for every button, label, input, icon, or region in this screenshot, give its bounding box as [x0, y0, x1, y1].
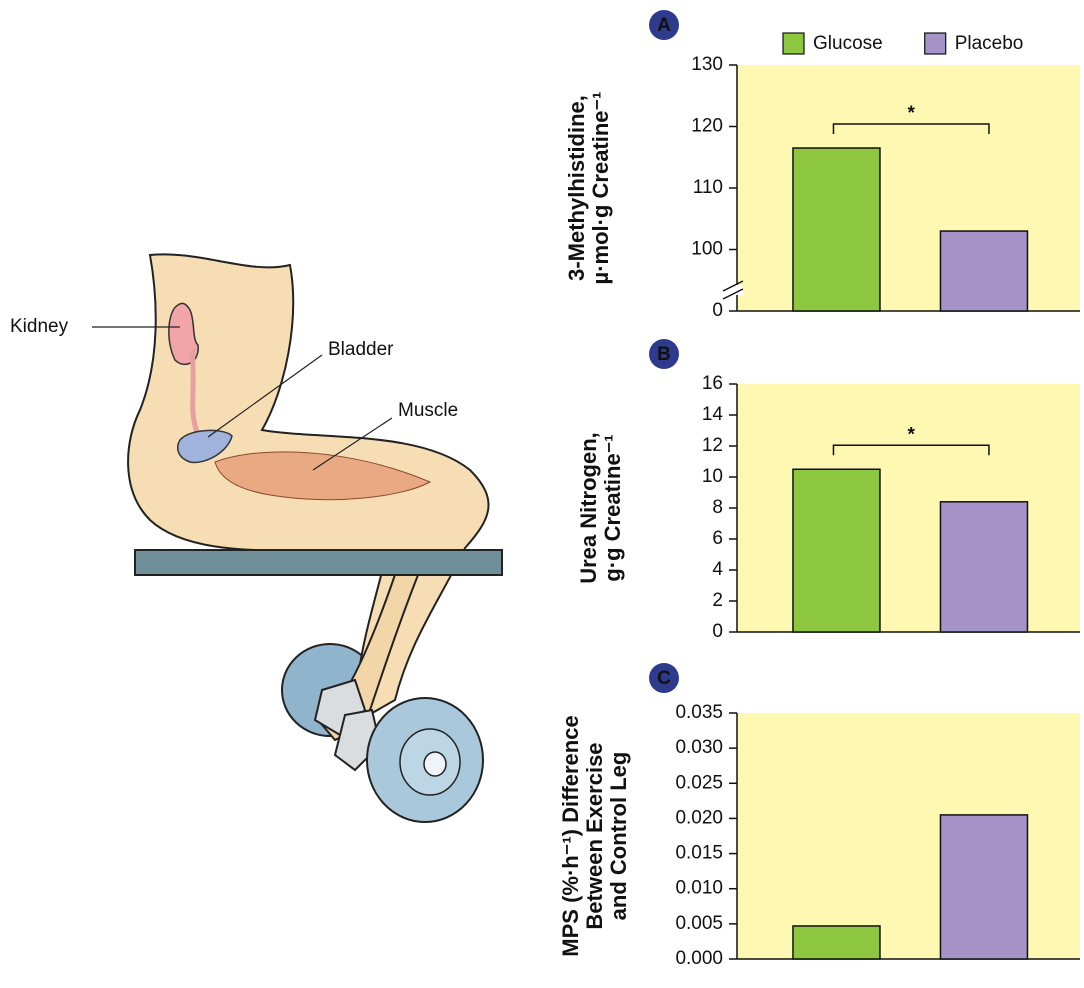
y-axis-label: MPS (%·h⁻¹) Difference — [558, 715, 583, 956]
bladder — [177, 429, 233, 464]
bar — [792, 147, 881, 312]
axis-break-gap — [723, 285, 743, 295]
y-tick-label: 0.030 — [675, 737, 723, 758]
legend-swatch — [924, 32, 947, 55]
ureter — [189, 349, 201, 436]
significance-marker: * — [908, 424, 916, 445]
y-tick-label: 10 — [702, 466, 723, 487]
bar — [792, 468, 881, 633]
y-tick-label: 0.005 — [675, 913, 723, 934]
significance-bracket — [832, 444, 990, 456]
panel-badge — [649, 339, 679, 369]
legend-label: Glucose — [813, 33, 883, 54]
kidney — [168, 302, 199, 366]
panel-letter: A — [657, 15, 671, 36]
y-tick-label: 12 — [702, 435, 723, 456]
bar — [792, 925, 881, 960]
y-tick-label: 0 — [712, 300, 723, 321]
panel-badge — [649, 663, 679, 693]
y-tick-label: 8 — [712, 497, 723, 518]
panel-letter: B — [657, 344, 671, 365]
y-tick-label: 0.025 — [675, 772, 723, 793]
y-tick-label: 2 — [712, 590, 723, 611]
callout-line — [207, 354, 323, 438]
y-tick-label: 0.000 — [675, 948, 723, 969]
y-tick-label: 130 — [691, 54, 723, 75]
y-tick-label: 16 — [702, 373, 723, 394]
illustration: Kidney Bladder Muscle — [10, 253, 503, 823]
y-tick-label: 6 — [712, 528, 723, 549]
significance-marker: * — [908, 103, 916, 124]
y-axis-label: 3-Methylhistidine, — [564, 95, 589, 281]
muscle — [214, 451, 432, 501]
y-tick-label: 110 — [693, 177, 723, 198]
callout-line — [312, 417, 393, 471]
plot-area — [737, 384, 1080, 632]
y-tick-label: 14 — [702, 404, 724, 425]
y-tick-label: 0.020 — [675, 807, 723, 828]
y-tick-label: 0 — [712, 621, 723, 642]
dumbbell-bar — [423, 751, 447, 777]
y-axis-label: g·g Creatine⁻¹ — [600, 434, 625, 581]
y-tick-label: 100 — [691, 239, 723, 260]
y-tick-label: 0.035 — [675, 702, 723, 723]
label-kidney: Kidney — [10, 316, 69, 337]
legend-swatch — [782, 32, 805, 55]
bar — [939, 814, 1029, 960]
plot-area — [737, 713, 1080, 959]
bar — [939, 230, 1029, 312]
axis-break — [722, 288, 744, 300]
y-tick-label: 0.010 — [675, 878, 723, 899]
legend-label: Placebo — [955, 33, 1024, 54]
panel-letter: C — [657, 668, 671, 689]
panel-badge — [649, 10, 679, 40]
y-tick-label: 4 — [712, 559, 723, 580]
label-muscle: Muscle — [398, 400, 458, 421]
y-axis-label: and Control Leg — [606, 752, 631, 921]
bench — [134, 549, 503, 576]
label-bladder: Bladder — [328, 339, 394, 360]
significance-bracket — [832, 123, 990, 135]
axis-break — [722, 280, 744, 292]
bar — [939, 501, 1029, 633]
y-axis-label: µ·mol·g Creatine⁻¹ — [588, 92, 613, 285]
y-tick-label: 120 — [691, 116, 723, 137]
y-tick-label: 0.015 — [675, 843, 723, 864]
y-axis-label: Urea Nitrogen, — [576, 432, 601, 584]
y-axis-label: Between Exercise — [582, 742, 607, 929]
plot-area — [737, 65, 1080, 311]
